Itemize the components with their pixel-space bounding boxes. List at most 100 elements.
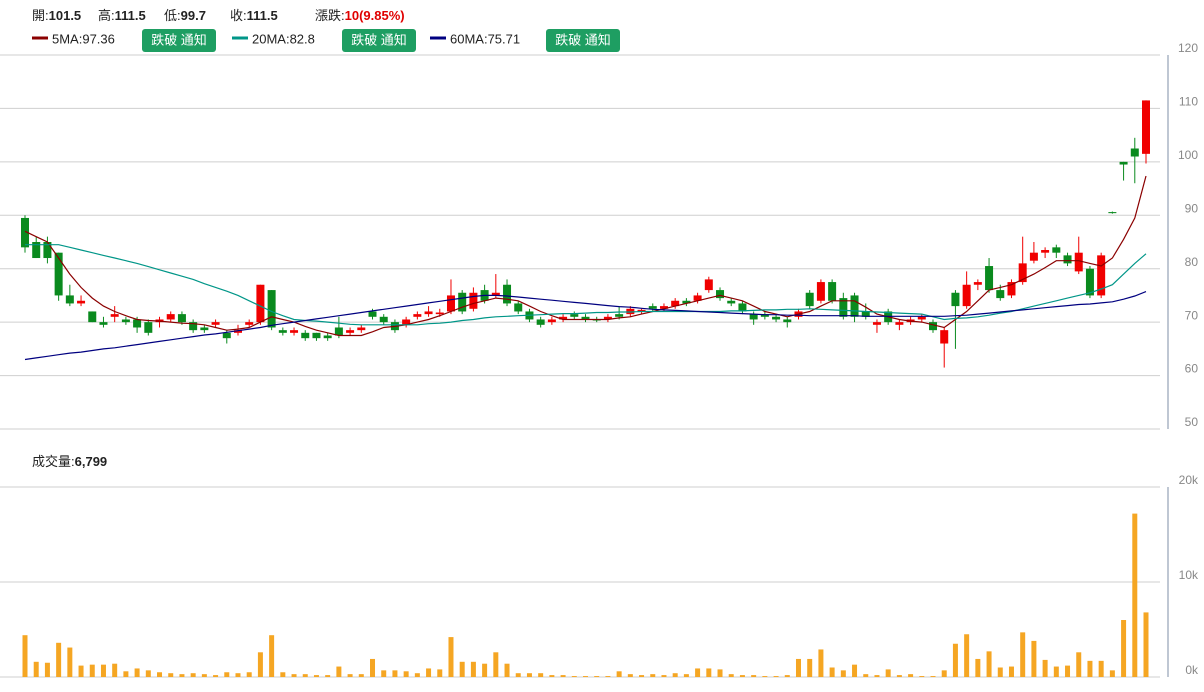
notify-button-label[interactable]: 跌破 通知 bbox=[555, 32, 611, 47]
y-tick-label: 80 bbox=[1185, 255, 1199, 269]
notify-button[interactable] bbox=[142, 29, 216, 52]
volume-bar bbox=[280, 672, 286, 677]
volume-bar bbox=[168, 673, 174, 677]
volume-bar bbox=[706, 668, 712, 677]
volume-bar bbox=[347, 674, 353, 677]
notify-button[interactable] bbox=[342, 29, 416, 52]
candle-body bbox=[581, 316, 590, 320]
volume-bar bbox=[313, 675, 319, 677]
candle-body bbox=[559, 316, 568, 320]
candle-body bbox=[1119, 161, 1128, 165]
candle-body bbox=[256, 284, 265, 323]
volume-bar bbox=[291, 674, 297, 677]
volume-bar bbox=[358, 674, 364, 677]
volume-bar bbox=[549, 675, 555, 677]
volume-bar bbox=[616, 671, 622, 677]
legend-label: 5MA:97.36 bbox=[52, 31, 115, 46]
header-value: 101.5 bbox=[49, 8, 82, 23]
volume-bar bbox=[605, 676, 611, 677]
candle-body bbox=[99, 322, 108, 325]
volume-bar bbox=[459, 661, 465, 677]
header-label: 收: bbox=[230, 8, 247, 23]
candle-body bbox=[603, 316, 612, 320]
candle-body bbox=[368, 311, 377, 317]
header-item: 開:101.5 bbox=[32, 8, 81, 23]
candle-body bbox=[121, 319, 130, 323]
y-tick-label: 110 bbox=[1179, 95, 1198, 109]
volume-bar bbox=[123, 671, 129, 677]
y-tick-label: 60 bbox=[1185, 362, 1199, 376]
volume-bar bbox=[403, 671, 409, 677]
candle-body bbox=[312, 332, 321, 339]
candle-body bbox=[1142, 100, 1150, 154]
ma-line bbox=[24, 175, 1147, 337]
y-tick-label: 20k bbox=[1179, 473, 1199, 487]
volume-bar bbox=[504, 663, 510, 677]
candle-body bbox=[301, 332, 310, 339]
candle-body bbox=[166, 314, 175, 320]
candle-body bbox=[65, 295, 74, 304]
volume-bar bbox=[437, 669, 443, 677]
candle-body bbox=[1052, 247, 1061, 253]
header-item: 收:111.5 bbox=[230, 8, 278, 23]
candle-body bbox=[760, 314, 769, 317]
volume-bar bbox=[874, 675, 880, 677]
notify-button-label[interactable]: 跌破 通知 bbox=[351, 32, 407, 47]
header-label: 開: bbox=[32, 8, 49, 23]
candle-body bbox=[222, 332, 231, 339]
volume-bar bbox=[134, 668, 140, 677]
volume-bar bbox=[818, 649, 824, 677]
candle-body bbox=[816, 282, 825, 301]
candle-body bbox=[828, 282, 837, 301]
volume-bar bbox=[1087, 660, 1093, 677]
volume-bar bbox=[1020, 632, 1026, 677]
candle-body bbox=[772, 316, 781, 320]
header-value: 111.5 bbox=[247, 8, 278, 23]
candle-body bbox=[379, 316, 388, 323]
volume-bar bbox=[583, 676, 588, 677]
volume-bar bbox=[44, 662, 50, 677]
volume-bar bbox=[100, 664, 106, 677]
candle-body bbox=[1018, 263, 1027, 283]
volume-bar bbox=[22, 635, 28, 677]
notify-button-label[interactable]: 跌破 通知 bbox=[151, 32, 207, 47]
candle-body bbox=[783, 319, 792, 323]
candle-body bbox=[850, 295, 859, 317]
notify-button[interactable] bbox=[546, 29, 620, 52]
candle-body bbox=[469, 292, 478, 309]
candle-body bbox=[716, 290, 725, 299]
candle-body bbox=[962, 284, 971, 307]
header-item: 低:99.7 bbox=[164, 8, 206, 23]
candle-body bbox=[805, 292, 814, 307]
volume-bar bbox=[1121, 620, 1127, 677]
y-tick-label: 70 bbox=[1185, 308, 1199, 322]
volume-bar bbox=[493, 652, 499, 677]
volume-bar bbox=[470, 661, 476, 677]
candle-body bbox=[570, 314, 579, 317]
candle-body bbox=[1074, 252, 1083, 272]
candle-body bbox=[1085, 268, 1094, 296]
candle-body bbox=[446, 295, 455, 312]
volume-bar bbox=[1053, 666, 1059, 677]
candle-body bbox=[682, 300, 691, 304]
volume-bar bbox=[930, 676, 936, 677]
candle-body bbox=[357, 327, 366, 331]
candle-body bbox=[32, 242, 41, 259]
volume-bar bbox=[751, 675, 757, 677]
volume-bar bbox=[56, 642, 62, 677]
volume-bar bbox=[885, 669, 891, 677]
header-value: 111.5 bbox=[115, 8, 146, 23]
candle-body bbox=[177, 314, 186, 323]
volume-bar bbox=[257, 652, 263, 677]
candle-body bbox=[435, 312, 444, 315]
candle-body bbox=[996, 290, 1005, 299]
volume-bar bbox=[762, 676, 768, 677]
volume-bar bbox=[639, 675, 645, 677]
candle-body bbox=[1130, 148, 1139, 157]
candle-body bbox=[917, 316, 926, 320]
candle-body bbox=[245, 322, 254, 325]
volume-bar bbox=[392, 670, 398, 677]
volume-bar bbox=[112, 663, 118, 677]
